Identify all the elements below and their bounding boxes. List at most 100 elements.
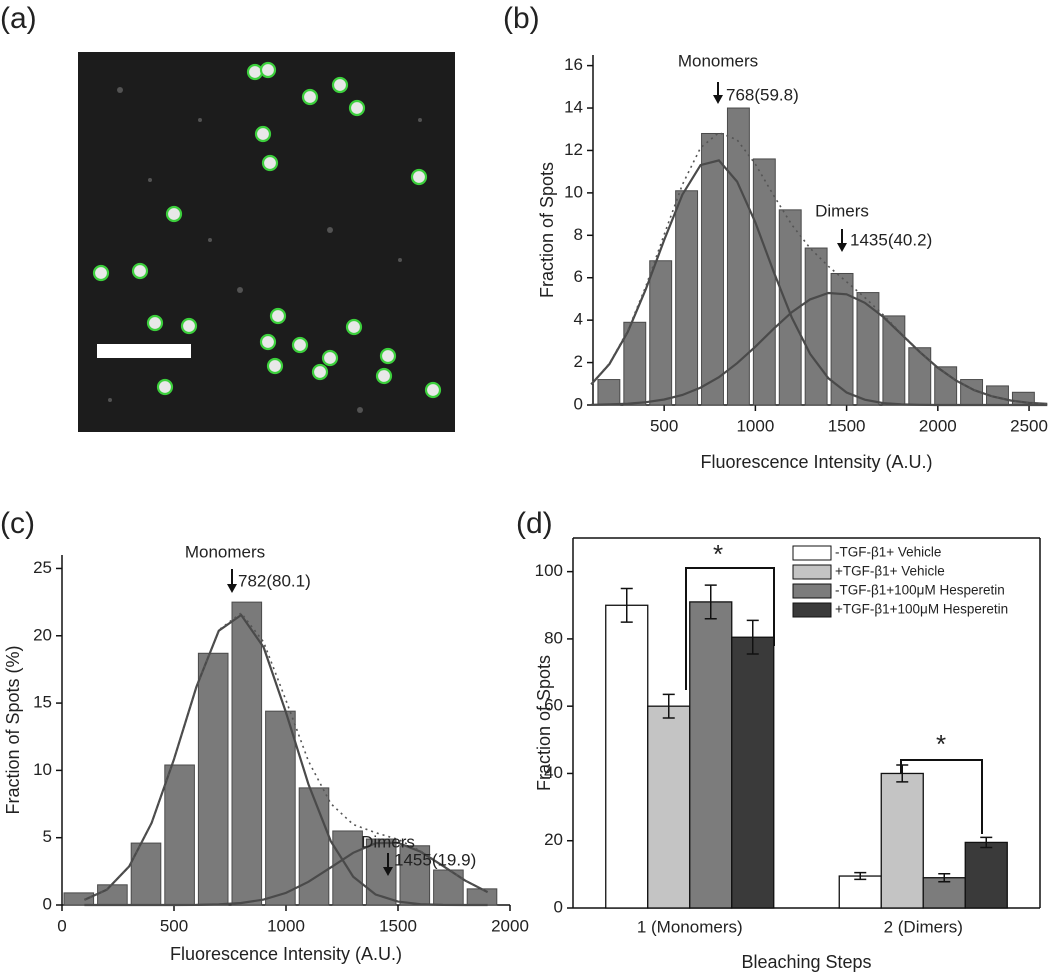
bar xyxy=(265,710,296,906)
bar xyxy=(605,604,649,909)
annotation: 768(59.8) xyxy=(726,85,799,104)
y-tick-label: 12 xyxy=(564,140,583,159)
microscopy-image xyxy=(78,52,455,432)
legend-swatch xyxy=(792,583,832,599)
y-tick-label: 16 xyxy=(564,55,583,74)
panel-label: (c) xyxy=(0,507,35,540)
error-bar xyxy=(854,871,867,881)
panel-label: (d) xyxy=(516,507,553,540)
arrow-head xyxy=(837,243,847,252)
annotation: * xyxy=(936,729,946,759)
y-tick-label: 80 xyxy=(544,628,563,647)
y-tick-label: 60 xyxy=(544,696,563,715)
bar xyxy=(164,764,195,906)
bar xyxy=(856,292,880,406)
error-bar xyxy=(662,693,675,719)
bar xyxy=(63,892,95,906)
bar xyxy=(466,888,498,906)
x-axis-title: Fluorescence Intensity (A.U.) xyxy=(700,452,932,472)
legend-label: +TGF-β1+100μM Hesperetin xyxy=(835,602,1008,617)
y-tick-label: 0 xyxy=(43,894,52,913)
y-axis-title: Fraction of Spots xyxy=(537,162,557,298)
x-axis-title: Bleaching Steps xyxy=(741,952,871,972)
legend-swatch xyxy=(792,602,832,618)
x-axis-title: Fluorescence Intensity (A.U.) xyxy=(170,944,402,964)
y-tick-label: 25 xyxy=(33,558,52,577)
x-tick-label: 1000 xyxy=(267,916,305,935)
fit-curve xyxy=(84,841,489,907)
legend-label: -TGF-β1+100μM Hesperetin xyxy=(835,583,1005,598)
y-tick-label: 20 xyxy=(33,625,52,644)
bar xyxy=(623,321,647,406)
annotation: 1455(19.9) xyxy=(394,850,476,869)
y-tick-label: 6 xyxy=(574,267,583,286)
x-tick-label: 2000 xyxy=(491,916,529,935)
y-tick-label: 0 xyxy=(574,394,583,413)
legend-label: -TGF-β1+ Vehicle xyxy=(835,545,941,560)
arrow-head xyxy=(713,95,723,104)
y-tick-label: 2 xyxy=(574,352,583,371)
annotation: Dimers xyxy=(815,201,869,220)
y-tick-label: 20 xyxy=(544,830,563,849)
bar xyxy=(804,247,828,406)
bar xyxy=(778,209,802,406)
panel-label: (b) xyxy=(503,2,540,35)
fit-curve xyxy=(591,291,1048,406)
annotation: * xyxy=(713,539,723,569)
y-tick-label: 10 xyxy=(564,182,583,201)
y-axis-title: Fraction of Spots (%) xyxy=(3,645,23,814)
x-tick-label: 2500 xyxy=(1010,416,1048,435)
bar xyxy=(597,379,621,406)
bar xyxy=(752,158,776,406)
annotation: 1435(40.2) xyxy=(850,230,932,249)
x-tick-label: 1500 xyxy=(379,916,417,935)
arrow-head xyxy=(227,584,237,593)
x-tick-label: 2 (Dimers) xyxy=(884,917,963,936)
bar xyxy=(701,132,724,406)
bar xyxy=(922,877,966,909)
bar xyxy=(399,845,431,906)
y-tick-label: 4 xyxy=(574,310,583,329)
bar xyxy=(964,841,1008,909)
y-tick-label: 8 xyxy=(574,225,583,244)
bar xyxy=(880,772,924,909)
y-tick-label: 100 xyxy=(535,561,563,580)
y-tick-label: 0 xyxy=(554,897,563,916)
y-tick-label: 5 xyxy=(43,827,52,846)
error-bar xyxy=(896,764,909,783)
y-tick-label: 10 xyxy=(33,760,52,779)
x-tick-label: 1000 xyxy=(736,416,774,435)
x-tick-label: 500 xyxy=(160,916,188,935)
fit-curve xyxy=(590,159,1048,407)
error-bar xyxy=(620,587,633,623)
fit-curve xyxy=(83,613,488,907)
bar xyxy=(731,636,775,909)
bar xyxy=(97,884,128,906)
bar xyxy=(298,787,330,906)
bar xyxy=(838,875,882,909)
error-bar xyxy=(704,584,717,620)
error-bar xyxy=(980,836,993,849)
legend-swatch xyxy=(792,545,832,561)
y-tick-label: 14 xyxy=(564,98,583,117)
annotation: Monomers xyxy=(185,542,265,561)
bar xyxy=(726,107,750,406)
bar xyxy=(675,190,699,406)
x-tick-label: 2000 xyxy=(919,416,957,435)
annotation: 782(80.1) xyxy=(238,571,311,590)
annotation: Dimers xyxy=(361,832,415,851)
error-bar xyxy=(746,619,759,655)
bar xyxy=(647,705,691,909)
bar xyxy=(908,347,932,406)
panel-label: (a) xyxy=(0,2,37,35)
x-tick-label: 1 (Monomers) xyxy=(637,917,743,936)
x-tick-label: 0 xyxy=(57,916,66,935)
y-axis-title: Fraction of Spots xyxy=(534,655,554,791)
x-tick-label: 500 xyxy=(650,416,678,435)
bar xyxy=(365,838,397,906)
bar xyxy=(882,315,906,406)
x-tick-label: 1500 xyxy=(828,416,866,435)
legend-swatch xyxy=(792,564,832,580)
bar xyxy=(649,260,673,406)
